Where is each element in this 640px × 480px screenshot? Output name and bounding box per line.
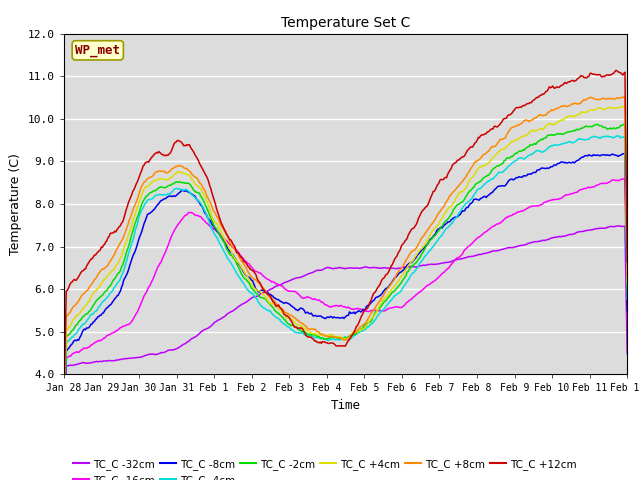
TC_C -2cm (331, 335, 339, 340)
TC_C -32cm (396, 265, 403, 271)
TC_C -8cm (610, 152, 618, 157)
TC_C -32cm (610, 224, 618, 229)
TC_C -8cm (365, 302, 372, 308)
TC_C +12cm (60, 391, 68, 396)
TC_C -8cm (396, 270, 403, 276)
TC_C -8cm (60, 428, 68, 433)
TC_C +12cm (522, 102, 529, 108)
TC_C -4cm (623, 296, 631, 302)
TC_C -4cm (610, 135, 618, 141)
TC_C +12cm (365, 302, 372, 308)
Y-axis label: Temperature (C): Temperature (C) (10, 153, 22, 255)
TC_C +4cm (522, 132, 529, 138)
TC_C +8cm (621, 94, 628, 100)
TC_C +4cm (620, 103, 628, 109)
TC_C -2cm (328, 335, 335, 340)
TC_C +4cm (60, 413, 68, 419)
TC_C -32cm (60, 435, 68, 441)
TC_C -16cm (396, 304, 403, 310)
TC_C -4cm (60, 422, 68, 428)
TC_C -16cm (331, 303, 339, 309)
TC_C -32cm (331, 265, 339, 271)
TC_C -32cm (616, 223, 623, 229)
TC_C +8cm (522, 117, 529, 123)
TC_C -16cm (621, 176, 628, 182)
Line: TC_C -8cm: TC_C -8cm (64, 154, 627, 431)
X-axis label: Time: Time (331, 399, 360, 412)
TC_C -2cm (623, 289, 631, 295)
TC_C +12cm (328, 340, 335, 346)
TC_C -8cm (331, 314, 339, 320)
Line: TC_C -32cm: TC_C -32cm (64, 226, 627, 438)
TC_C +8cm (623, 274, 631, 279)
TC_C +4cm (365, 319, 372, 324)
TC_C +8cm (331, 334, 339, 339)
TC_C +8cm (610, 96, 618, 102)
TC_C -16cm (328, 304, 335, 310)
TC_C +8cm (328, 333, 335, 339)
Line: TC_C +8cm: TC_C +8cm (64, 97, 627, 408)
TC_C -16cm (60, 431, 68, 436)
TC_C -16cm (522, 206, 529, 212)
TC_C +4cm (331, 334, 339, 339)
TC_C -2cm (621, 121, 628, 127)
TC_C -32cm (522, 242, 529, 248)
TC_C -2cm (610, 125, 618, 131)
TC_C -16cm (365, 309, 372, 314)
Legend: TC_C -32cm, TC_C -16cm, TC_C -8cm, TC_C -4cm, TC_C -2cm, TC_C +4cm, TC_C +8cm, T: TC_C -32cm, TC_C -16cm, TC_C -8cm, TC_C … (69, 455, 581, 480)
TC_C +4cm (328, 332, 335, 337)
TC_C -16cm (623, 323, 631, 328)
TC_C +4cm (610, 105, 618, 111)
Line: TC_C -2cm: TC_C -2cm (64, 124, 627, 420)
TC_C -4cm (396, 290, 403, 296)
Title: Temperature Set C: Temperature Set C (281, 16, 410, 30)
TC_C -4cm (328, 336, 335, 342)
TC_C +4cm (623, 279, 631, 285)
TC_C +12cm (623, 259, 631, 264)
TC_C -32cm (623, 350, 631, 356)
TC_C -2cm (522, 145, 529, 151)
Line: TC_C -4cm: TC_C -4cm (64, 136, 627, 425)
Line: TC_C -16cm: TC_C -16cm (64, 179, 627, 433)
Text: WP_met: WP_met (76, 44, 120, 57)
TC_C -8cm (623, 307, 631, 313)
Line: TC_C +12cm: TC_C +12cm (64, 71, 627, 394)
TC_C +12cm (396, 249, 403, 254)
TC_C +4cm (396, 277, 403, 283)
TC_C -8cm (620, 151, 628, 156)
TC_C -32cm (365, 265, 372, 271)
TC_C +12cm (610, 71, 618, 76)
TC_C -2cm (396, 283, 403, 288)
TC_C -2cm (365, 319, 372, 325)
Line: TC_C +4cm: TC_C +4cm (64, 106, 627, 416)
TC_C -4cm (365, 324, 372, 330)
TC_C -32cm (328, 265, 335, 271)
TC_C +8cm (60, 405, 68, 410)
TC_C +12cm (612, 68, 620, 73)
TC_C -4cm (522, 155, 529, 161)
TC_C -8cm (522, 173, 529, 179)
TC_C +8cm (396, 268, 403, 274)
TC_C -8cm (328, 314, 335, 320)
TC_C +8cm (365, 314, 372, 320)
TC_C -4cm (613, 133, 621, 139)
TC_C -2cm (60, 417, 68, 423)
TC_C -16cm (610, 177, 618, 183)
TC_C +12cm (331, 342, 339, 348)
TC_C -4cm (331, 336, 339, 342)
